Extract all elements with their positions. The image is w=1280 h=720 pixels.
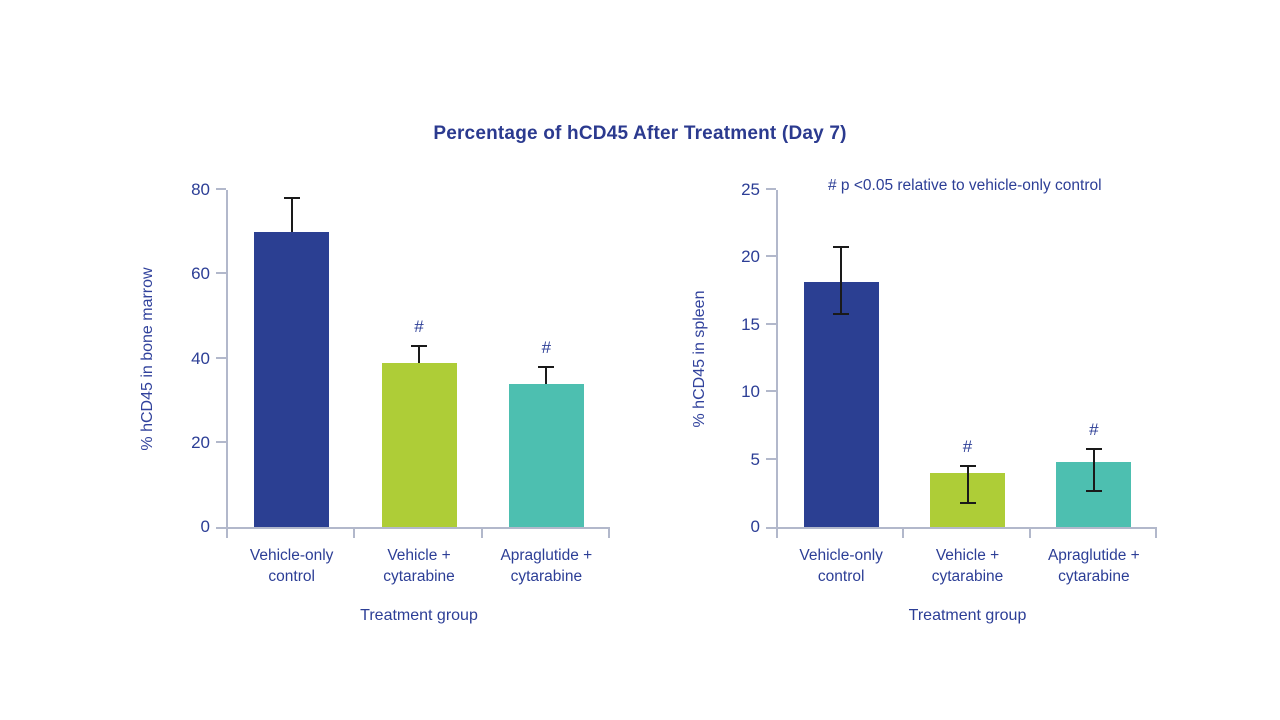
error-bar-cap-top bbox=[1085, 447, 1102, 450]
y-tick-label: 0 bbox=[750, 517, 760, 536]
significance-marker: # bbox=[541, 337, 552, 357]
error-bar-line bbox=[545, 366, 548, 384]
error-bar-cap-bottom bbox=[1085, 489, 1102, 492]
significance-marker: # bbox=[414, 316, 424, 336]
x-category-label-line: control bbox=[817, 568, 865, 585]
y-axis-title: % hCD45 in bone marrow bbox=[139, 266, 156, 451]
y-tick-mark bbox=[766, 457, 776, 460]
x-category-label-line: Vehicle + bbox=[935, 547, 1000, 564]
x-tick-mark bbox=[1028, 529, 1031, 538]
error-bar-line bbox=[418, 345, 420, 363]
y-axis-line bbox=[776, 190, 778, 527]
bar-2 bbox=[381, 362, 457, 527]
x-category-label-line: Vehicle-only bbox=[249, 547, 334, 564]
y-tick-mark bbox=[216, 440, 226, 443]
y-tick-mark bbox=[216, 188, 226, 190]
x-category-label: Vehicle-only control bbox=[766, 545, 916, 587]
x-category-label-line: Vehicle + bbox=[387, 547, 451, 564]
x-category-label-line: cytarabine bbox=[510, 568, 583, 585]
bar-1 bbox=[803, 281, 879, 527]
x-category-label-line: cytarabine bbox=[931, 568, 1004, 585]
y-axis-line bbox=[226, 190, 228, 527]
y-tick-mark bbox=[766, 527, 776, 529]
y-tick-mark bbox=[766, 390, 776, 393]
x-axis-line bbox=[776, 527, 1157, 529]
significance-marker: # bbox=[962, 437, 973, 457]
error-bar-line bbox=[966, 466, 969, 503]
x-tick-mark bbox=[776, 529, 778, 538]
y-tick-label: 60 bbox=[191, 264, 210, 284]
y-tick-label: 15 bbox=[741, 314, 760, 334]
y-tick-label: 0 bbox=[200, 517, 210, 536]
y-tick-mark bbox=[766, 255, 776, 258]
error-bar-cap-top bbox=[411, 344, 427, 347]
x-tick-mark bbox=[1155, 529, 1157, 538]
x-tick-mark bbox=[608, 529, 610, 538]
y-tick-label: 80 bbox=[191, 180, 210, 199]
y-tick-label: 25 bbox=[741, 180, 760, 199]
x-category-label: Vehicle + cytarabine bbox=[893, 545, 1043, 587]
y-tick-label: 40 bbox=[191, 348, 210, 368]
x-category-label: Apraglutide + cytarabine bbox=[1019, 545, 1169, 587]
x-tick-mark bbox=[480, 529, 483, 538]
x-category-label: Vehicle-only control bbox=[217, 545, 367, 587]
error-bar-cap-top bbox=[283, 197, 300, 200]
y-tick-mark bbox=[766, 322, 776, 325]
error-bar-cap-top bbox=[538, 365, 555, 368]
x-category-label-line: Apraglutide + bbox=[500, 547, 593, 564]
y-tick-label: 5 bbox=[750, 449, 760, 469]
error-bar-cap-top bbox=[833, 245, 850, 248]
significance-marker: # bbox=[1089, 419, 1099, 439]
error-bar-cap-bottom bbox=[959, 501, 976, 504]
y-tick-label: 20 bbox=[191, 432, 210, 452]
x-axis-title: Treatment group bbox=[360, 607, 478, 624]
error-bar-cap-top bbox=[959, 465, 976, 468]
x-category-label-line: control bbox=[268, 568, 315, 585]
y-tick-mark bbox=[216, 356, 226, 359]
x-category-label-line: cytarabine bbox=[1058, 568, 1130, 585]
x-tick-mark bbox=[902, 529, 905, 538]
x-axis-title: Treatment group bbox=[908, 607, 1027, 624]
y-tick-label: 20 bbox=[741, 247, 760, 267]
x-category-label-line: Vehicle-only bbox=[799, 547, 883, 564]
x-category-label: Apraglutide + cytarabine bbox=[471, 545, 621, 587]
y-tick-mark bbox=[216, 272, 226, 275]
y-tick-label: 10 bbox=[741, 382, 760, 402]
bar-3 bbox=[508, 383, 584, 527]
x-category-label: Vehicle + cytarabine bbox=[344, 545, 494, 587]
error-bar-line bbox=[290, 198, 293, 233]
x-category-label-line: cytarabine bbox=[383, 568, 455, 585]
x-tick-mark bbox=[226, 529, 228, 538]
x-category-label-line: Apraglutide + bbox=[1047, 547, 1140, 564]
y-tick-mark bbox=[766, 188, 776, 190]
x-tick-mark bbox=[353, 529, 356, 538]
error-bar-line bbox=[840, 246, 843, 314]
figure-title: Percentage of hCD45 After Treatment (Day… bbox=[433, 123, 847, 144]
error-bar-cap-bottom bbox=[833, 313, 850, 316]
y-axis-title: % hCD45 in spleen bbox=[691, 290, 708, 427]
bar-1 bbox=[254, 232, 330, 527]
x-axis-line bbox=[226, 527, 610, 529]
error-bar-line bbox=[1092, 448, 1095, 491]
significance-note: # p <0.05 relative to vehicle-only contr… bbox=[828, 177, 1102, 194]
y-tick-mark bbox=[216, 527, 226, 529]
